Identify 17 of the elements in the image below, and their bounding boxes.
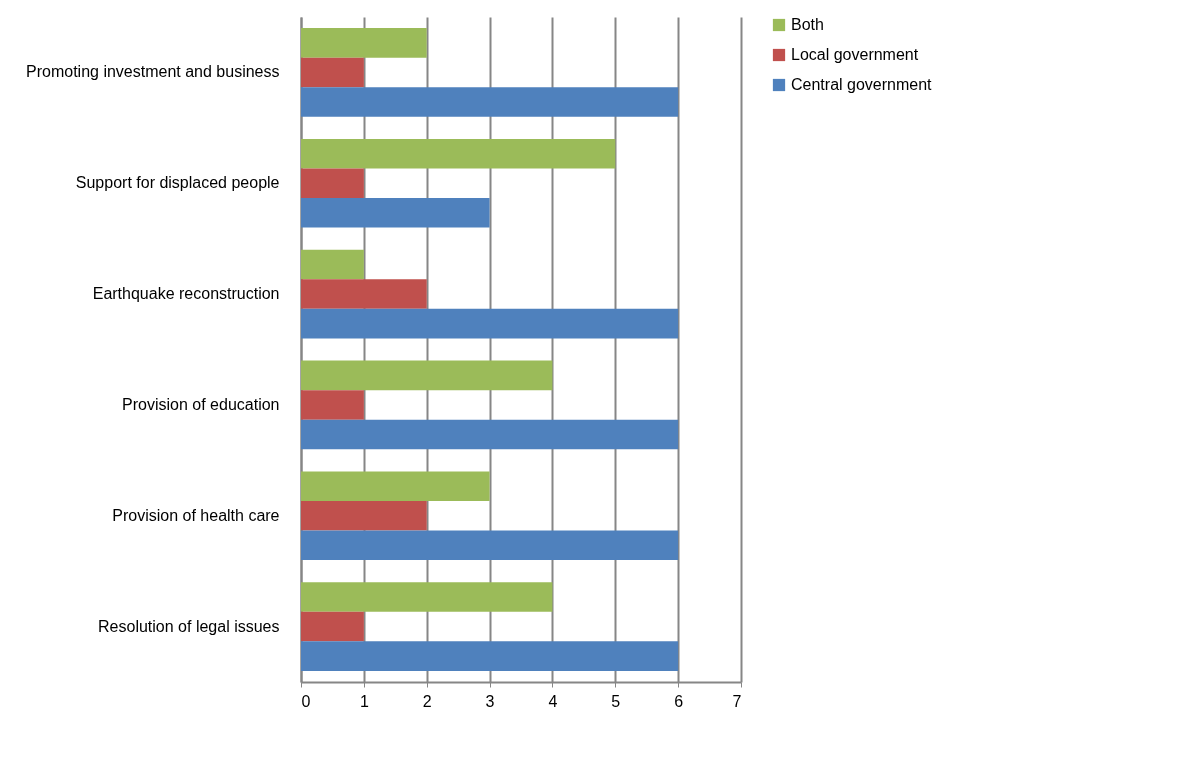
y-tick-label: Provision of health care [112, 506, 280, 524]
legend-label: Local government [791, 46, 919, 63]
y-tick-label: Resolution of legal issues [98, 617, 280, 635]
y-tick-label: Provision of education [122, 395, 280, 413]
x-tick-label: 1 [359, 692, 369, 710]
legend-label: Both [791, 16, 824, 33]
x-tick-label: 2 [422, 692, 432, 710]
x-tick-label: 0 [301, 692, 311, 710]
x-tick-label: 6 [674, 692, 684, 710]
x-tick-label: 3 [485, 692, 495, 710]
y-tick-label: Promoting investment and business [26, 63, 280, 81]
x-tick-label: 7 [732, 692, 742, 710]
legend-label: Central government [791, 76, 933, 93]
y-tick-label: Earthquake reconstruction [92, 285, 280, 303]
x-tick-label: 4 [548, 692, 558, 710]
y-tick-label: Support for displaced people [75, 174, 280, 192]
x-tick-label: 5 [611, 692, 621, 710]
